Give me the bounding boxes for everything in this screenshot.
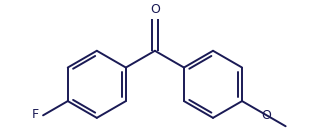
Text: O: O [261, 109, 271, 122]
Text: F: F [32, 108, 39, 121]
Text: O: O [150, 3, 160, 16]
